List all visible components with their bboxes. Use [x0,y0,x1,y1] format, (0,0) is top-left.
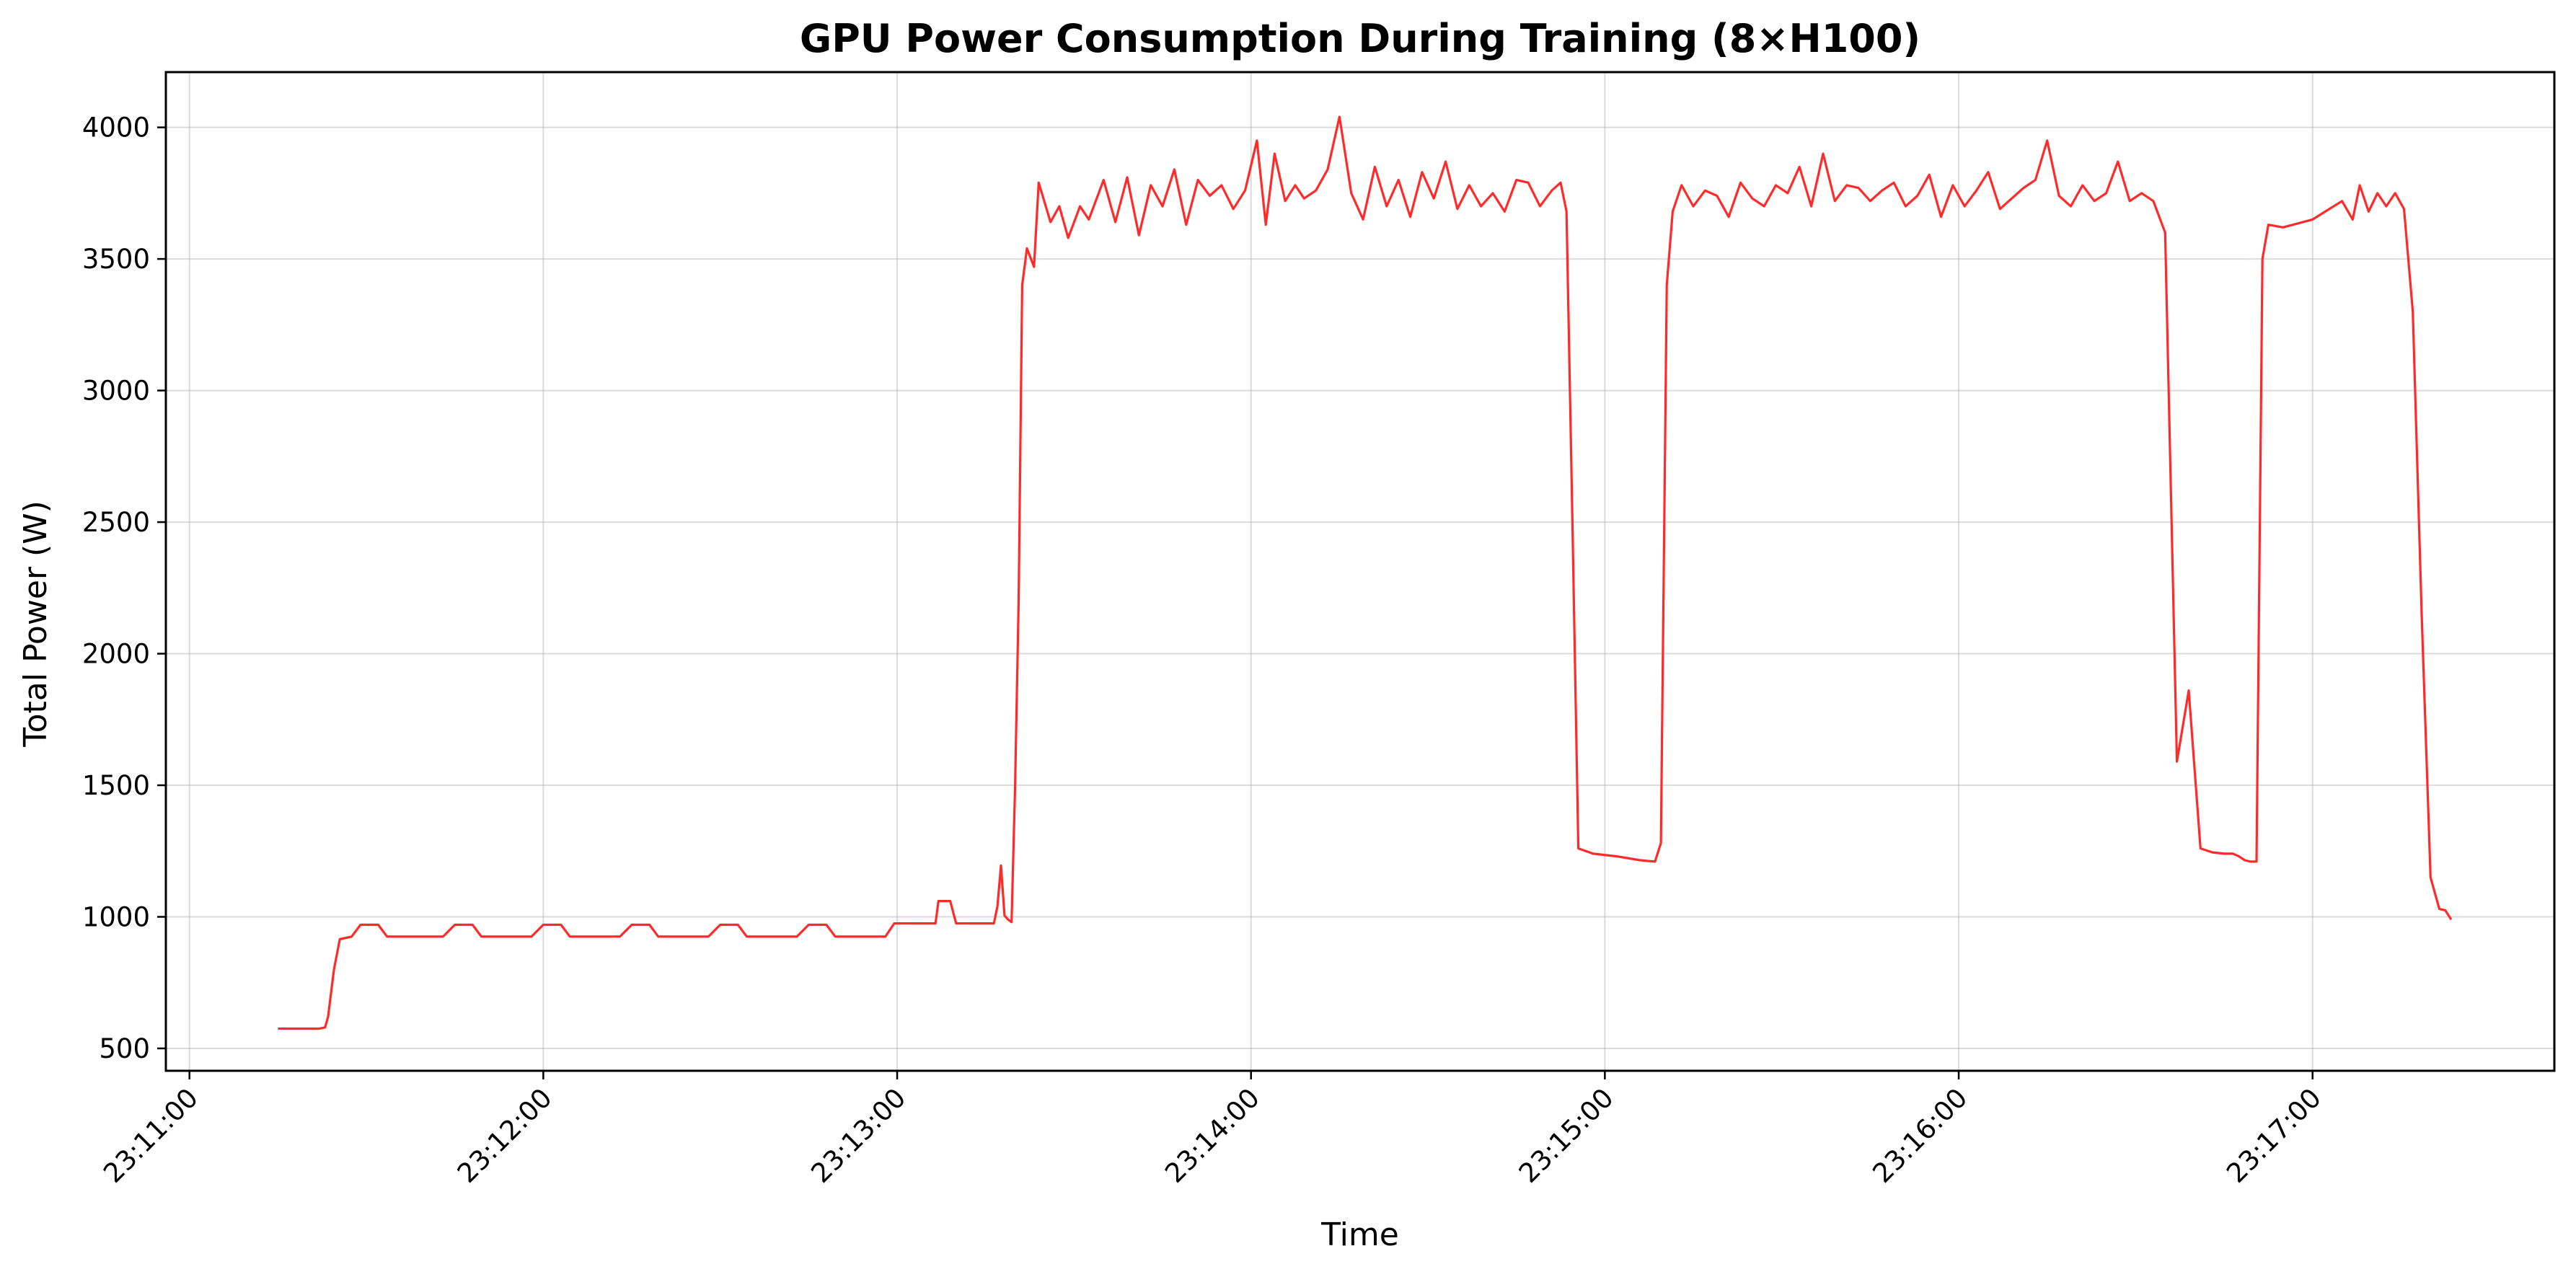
plot-frame [164,71,2556,1072]
grid [166,72,2554,1071]
series-layer [278,115,2453,1030]
x-tick-label: 23:14:00 [1159,1082,1266,1189]
x-axis: 23:11:00 23:12:00 23:13:00 23:14:00 23:15:00… [97,1071,2327,1189]
power-series-line [278,115,2453,1030]
x-tick-label: 23:13:00 [805,1082,912,1189]
y-tick-label: 2000 [82,639,150,670]
y-tick-label: 3500 [82,244,150,275]
y-axis: 500 1000 1500 2000 2500 3000 3500 4000 [82,112,166,1064]
x-tick-label: 23:16:00 [1866,1082,1973,1189]
y-tick-label: 4000 [82,112,150,143]
x-axis-label: Time [1320,1216,1399,1253]
x-tick-label: 23:15:00 [1513,1082,1620,1189]
x-tick-label: 23:17:00 [2220,1082,2327,1189]
x-tick-label: 23:12:00 [451,1082,558,1189]
y-tick-label: 1500 [82,770,150,801]
x-tick-label: 23:11:00 [97,1082,204,1189]
y-tick-label: 500 [99,1033,150,1064]
y-tick-label: 1000 [82,902,150,933]
y-tick-label: 2500 [82,507,150,538]
y-axis-label: Total Power (W) [17,500,54,748]
y-tick-label: 3000 [82,376,150,407]
chart-title: GPU Power Consumption During Training (8… [800,16,1920,61]
